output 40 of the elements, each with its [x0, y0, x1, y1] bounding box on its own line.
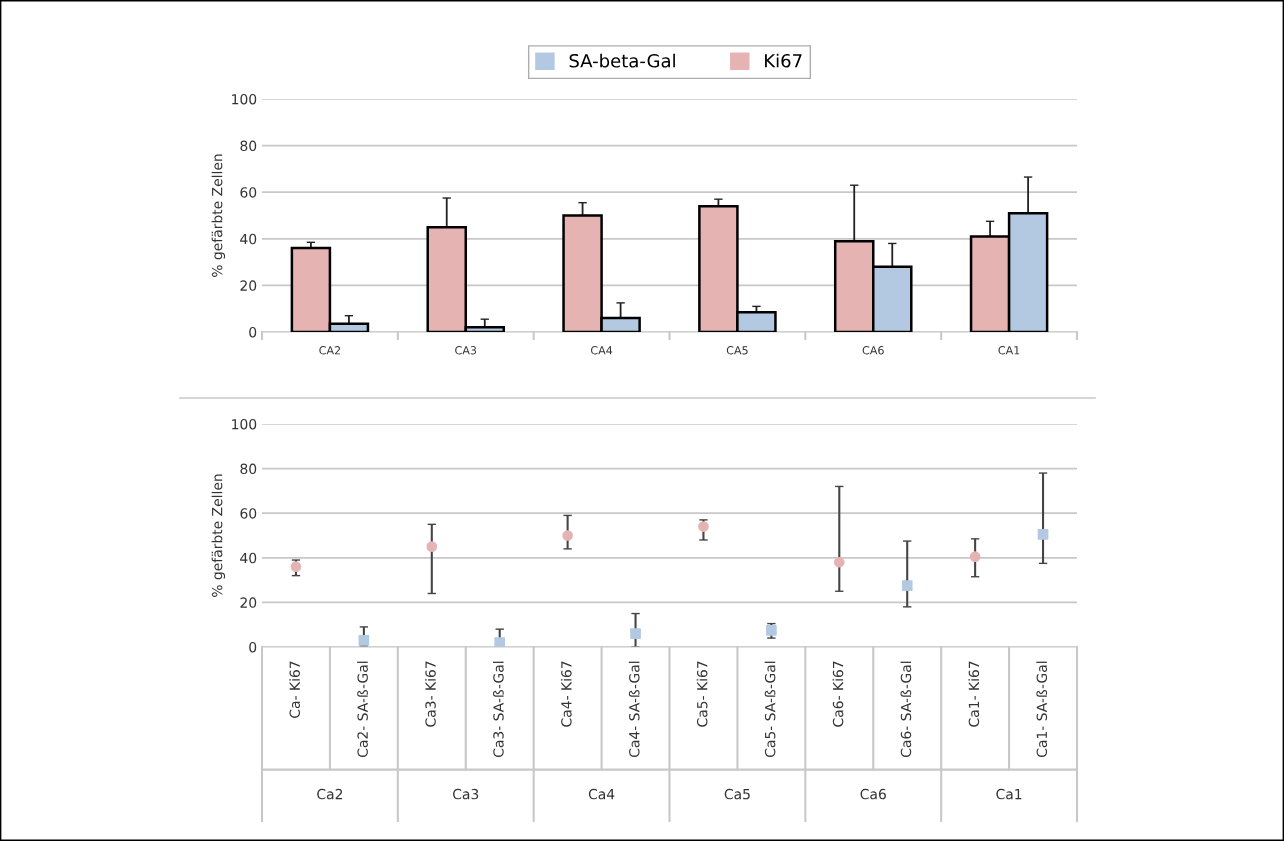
- x-tick-label: Ca1- SA-ß-Gal: [1036, 661, 1048, 757]
- x-tick-label: Ca5- Ki67: [696, 661, 708, 727]
- x-tick-label: CA5: [726, 346, 748, 355]
- y-tick-label: 20: [240, 280, 257, 291]
- y-tick-label: 40: [240, 552, 257, 564]
- x-tick-label: CA1: [998, 346, 1020, 355]
- x-tick-label: Ca4- SA-ß-Gal: [628, 661, 640, 757]
- x-tick-label: CA3: [455, 346, 477, 355]
- y-tick-label: 40: [240, 233, 257, 245]
- text: Ca6: [860, 788, 886, 800]
- y-tick-label: 0: [249, 326, 257, 338]
- y-tick-label: 0: [249, 641, 257, 653]
- x-tick-label: Ca6- SA-ß-Gal: [900, 661, 912, 757]
- x-tick-label: Ca3- Ki67: [425, 661, 436, 727]
- x-tick-label: Ca- Ki67: [289, 661, 300, 718]
- y-axis-title: % gefärbte Zellen: [211, 474, 226, 597]
- text: Ca3: [453, 788, 479, 800]
- text: Ca2: [317, 788, 343, 800]
- y-tick-label: 60: [240, 187, 257, 198]
- y-tick-label: 100: [232, 93, 257, 105]
- x-tick-label: Ca5- SA-ß-Gal: [764, 661, 776, 757]
- y-tick-label: 60: [240, 508, 257, 519]
- text: Ca4: [588, 788, 615, 800]
- x-tick-label: CA4: [590, 346, 613, 355]
- y-tick-label: 80: [240, 140, 257, 152]
- legend-label: Ki67: [765, 53, 802, 68]
- text: Ca1: [996, 788, 1022, 800]
- y-tick-label: 80: [240, 463, 257, 475]
- x-tick-label: Ca6- Ki67: [832, 661, 844, 727]
- x-tick-label: Ca1- Ki67: [968, 661, 980, 727]
- x-tick-label: CA6: [862, 346, 884, 355]
- legend-label: SA-beta-Gal: [569, 53, 675, 68]
- x-tick-label: Ca4- Ki67: [560, 661, 572, 727]
- y-axis-title: % gefärbte Zellen: [211, 154, 226, 277]
- x-tick-label: CA2: [319, 346, 341, 355]
- y-tick-label: 100: [232, 418, 257, 430]
- text: Ca5: [724, 788, 750, 800]
- x-tick-label: Ca3- SA-ß-Gal: [492, 661, 504, 757]
- x-tick-label: Ca2- SA-ß-Gal: [357, 661, 368, 757]
- y-tick-label: 20: [240, 597, 257, 608]
